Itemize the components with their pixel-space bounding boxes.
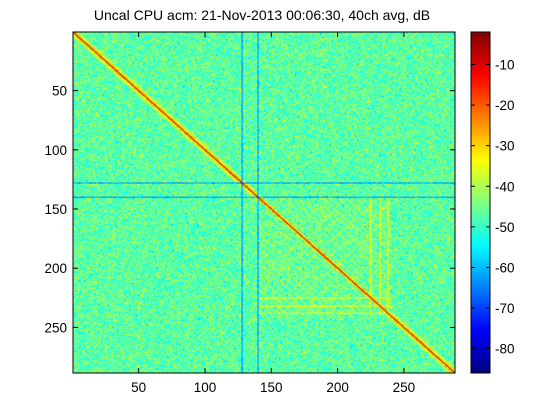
x-tick-label: 150	[260, 380, 283, 395]
colorbar-tick-label: -60	[495, 260, 515, 275]
y-tick-label: 50	[52, 84, 67, 99]
colorbar-tick-label: -70	[495, 301, 515, 316]
heatmap-image	[73, 32, 455, 373]
heatmap-axes: 50 100 150 200 250 50 100 150 200 250	[44, 31, 456, 395]
y-tick-label: 250	[44, 320, 67, 335]
x-tick-label: 100	[194, 380, 217, 395]
colorbar-gradient	[471, 32, 490, 373]
colorbar-tick-label: -50	[495, 220, 515, 235]
x-axis-ticks: 50 100 150 200 250	[131, 32, 415, 395]
colorbar-tick-label: -20	[495, 98, 515, 113]
x-tick-label: 250	[393, 380, 416, 395]
x-tick-label: 50	[131, 380, 146, 395]
colorbar-frame	[470, 31, 491, 374]
y-tick-label: 200	[44, 261, 67, 276]
heatmap-frame	[72, 31, 456, 374]
colorbar: -10 -20 -30 -40 -50 -60 -70 -80	[470, 31, 515, 374]
x-tick-label: 200	[326, 380, 349, 395]
colorbar-tick-label: -80	[495, 342, 515, 357]
colorbar-tick-label: -30	[495, 139, 515, 154]
y-axis-ticks: 50 100 150 200 250	[44, 84, 455, 335]
y-tick-label: 150	[44, 202, 67, 217]
colorbar-tick-label: -40	[495, 179, 515, 194]
y-tick-label: 100	[44, 143, 67, 158]
chart-title: Uncal CPU acm: 21-Nov-2013 00:06:30, 40c…	[94, 7, 430, 23]
colorbar-ticks: -10 -20 -30 -40 -50 -60 -70 -80	[471, 57, 515, 357]
colorbar-tick-label: -10	[495, 57, 515, 72]
